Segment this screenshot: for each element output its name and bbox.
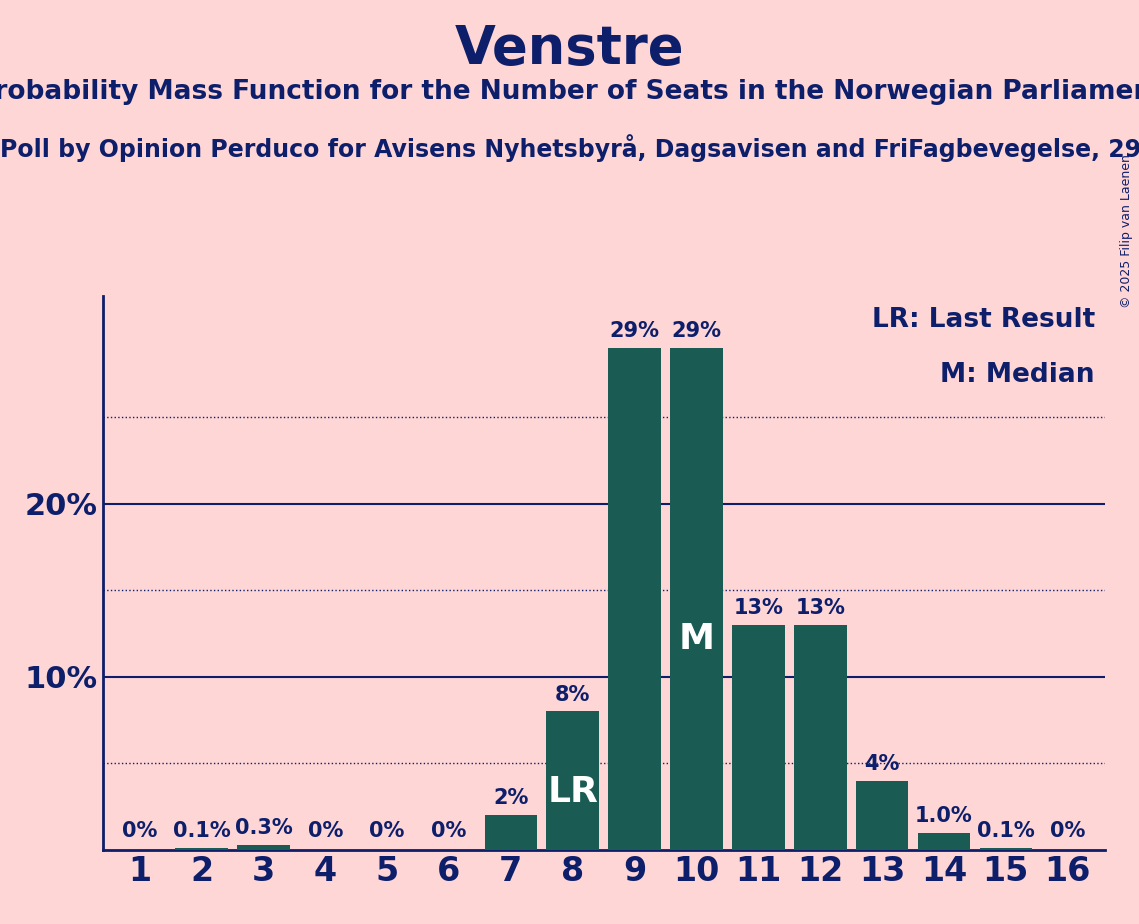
Text: 13%: 13% — [795, 598, 845, 618]
Text: 1.0%: 1.0% — [915, 806, 973, 826]
Bar — [918, 833, 970, 850]
Text: M: M — [679, 622, 714, 656]
Text: 8%: 8% — [555, 685, 590, 704]
Bar — [670, 347, 723, 850]
Bar — [980, 848, 1032, 850]
Text: Venstre: Venstre — [454, 23, 685, 75]
Text: 0.3%: 0.3% — [235, 818, 293, 838]
Bar — [794, 625, 846, 850]
Text: 0%: 0% — [308, 821, 343, 842]
Bar — [732, 625, 785, 850]
Bar — [608, 347, 661, 850]
Text: 4%: 4% — [865, 754, 900, 774]
Text: LR: LR — [548, 775, 598, 808]
Bar — [855, 781, 909, 850]
Text: Poll by Opinion Perduco for Avisens Nyhetsbyrå, Dagsavisen and FriFagbevegelse, : Poll by Opinion Perduco for Avisens Nyhe… — [0, 134, 1139, 162]
Bar — [175, 848, 228, 850]
Bar — [484, 816, 538, 850]
Text: 0%: 0% — [369, 821, 404, 842]
Text: © 2025 Filip van Laenen: © 2025 Filip van Laenen — [1121, 154, 1133, 308]
Text: 0.1%: 0.1% — [977, 821, 1034, 842]
Text: 29%: 29% — [609, 321, 659, 341]
Text: 0%: 0% — [432, 821, 467, 842]
Text: 0.1%: 0.1% — [173, 821, 230, 842]
Text: 0%: 0% — [122, 821, 157, 842]
Text: 13%: 13% — [734, 598, 784, 618]
Text: LR: Last Result: LR: Last Result — [871, 307, 1095, 333]
Bar — [547, 711, 599, 850]
Text: M: Median: M: Median — [941, 362, 1095, 388]
Bar — [237, 845, 289, 850]
Text: Probability Mass Function for the Number of Seats in the Norwegian Parliament: Probability Mass Function for the Number… — [0, 79, 1139, 104]
Text: 29%: 29% — [672, 321, 721, 341]
Text: 2%: 2% — [493, 788, 528, 808]
Text: 0%: 0% — [1050, 821, 1085, 842]
